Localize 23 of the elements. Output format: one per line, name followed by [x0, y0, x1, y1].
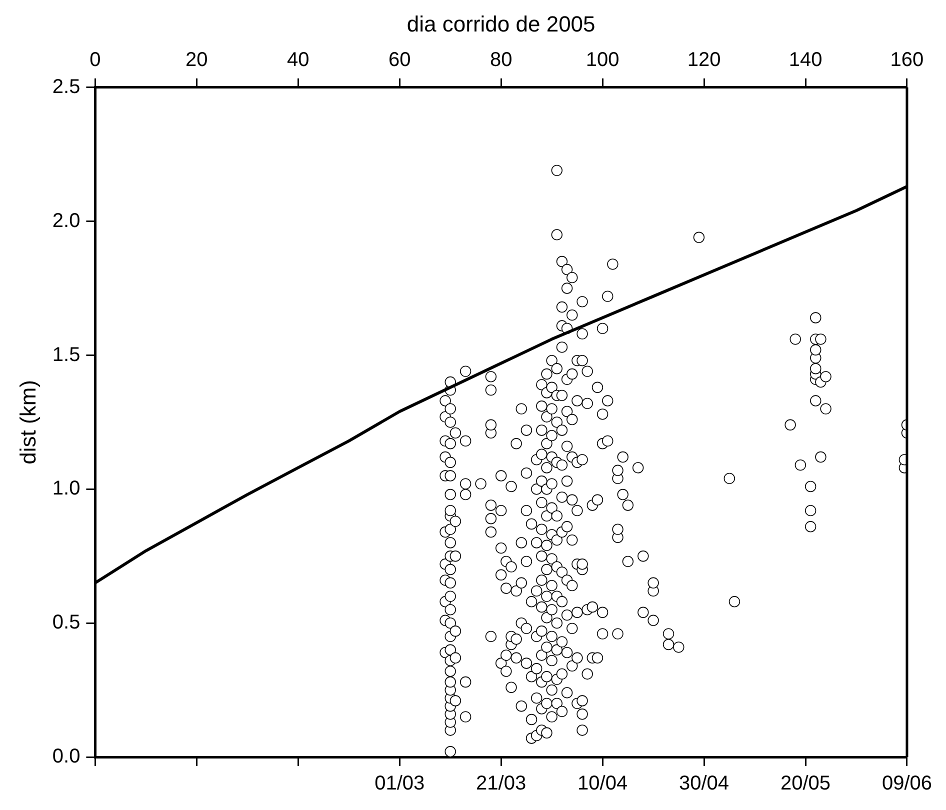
x2-axis-title: dia corrido de 2005: [406, 11, 596, 36]
x2-tick-label: 60: [388, 48, 411, 71]
x-tick-label: 01/03: [374, 772, 425, 795]
x2-tick-label: 100: [586, 48, 620, 71]
x2-tick-label: 120: [687, 48, 721, 71]
y-tick-label: 2.0: [52, 210, 80, 232]
x2-tick-label: 40: [287, 48, 310, 71]
x-tick-label: 30/04: [679, 772, 730, 795]
y-tick-label: 0.0: [52, 746, 80, 768]
y-axis-title: dist (km): [15, 380, 40, 464]
x-tick-label: 21/03: [476, 772, 526, 795]
y-tick-label: 1.5: [52, 344, 80, 366]
x-tick-label: 20/05: [780, 772, 831, 795]
x2-tick-label: 0: [90, 48, 101, 71]
x2-tick-label: 20: [186, 48, 208, 71]
x-tick-label: 10/04: [578, 772, 628, 795]
x-tick-label: 09/06: [882, 772, 932, 795]
x2-tick-label: 140: [788, 48, 822, 71]
y-tick-label: 1.0: [52, 478, 80, 500]
y-tick-label: 2.5: [52, 76, 80, 98]
x2-tick-label: 160: [890, 48, 924, 71]
x2-tick-label: 80: [490, 48, 512, 71]
y-tick-label: 0.5: [52, 612, 80, 634]
